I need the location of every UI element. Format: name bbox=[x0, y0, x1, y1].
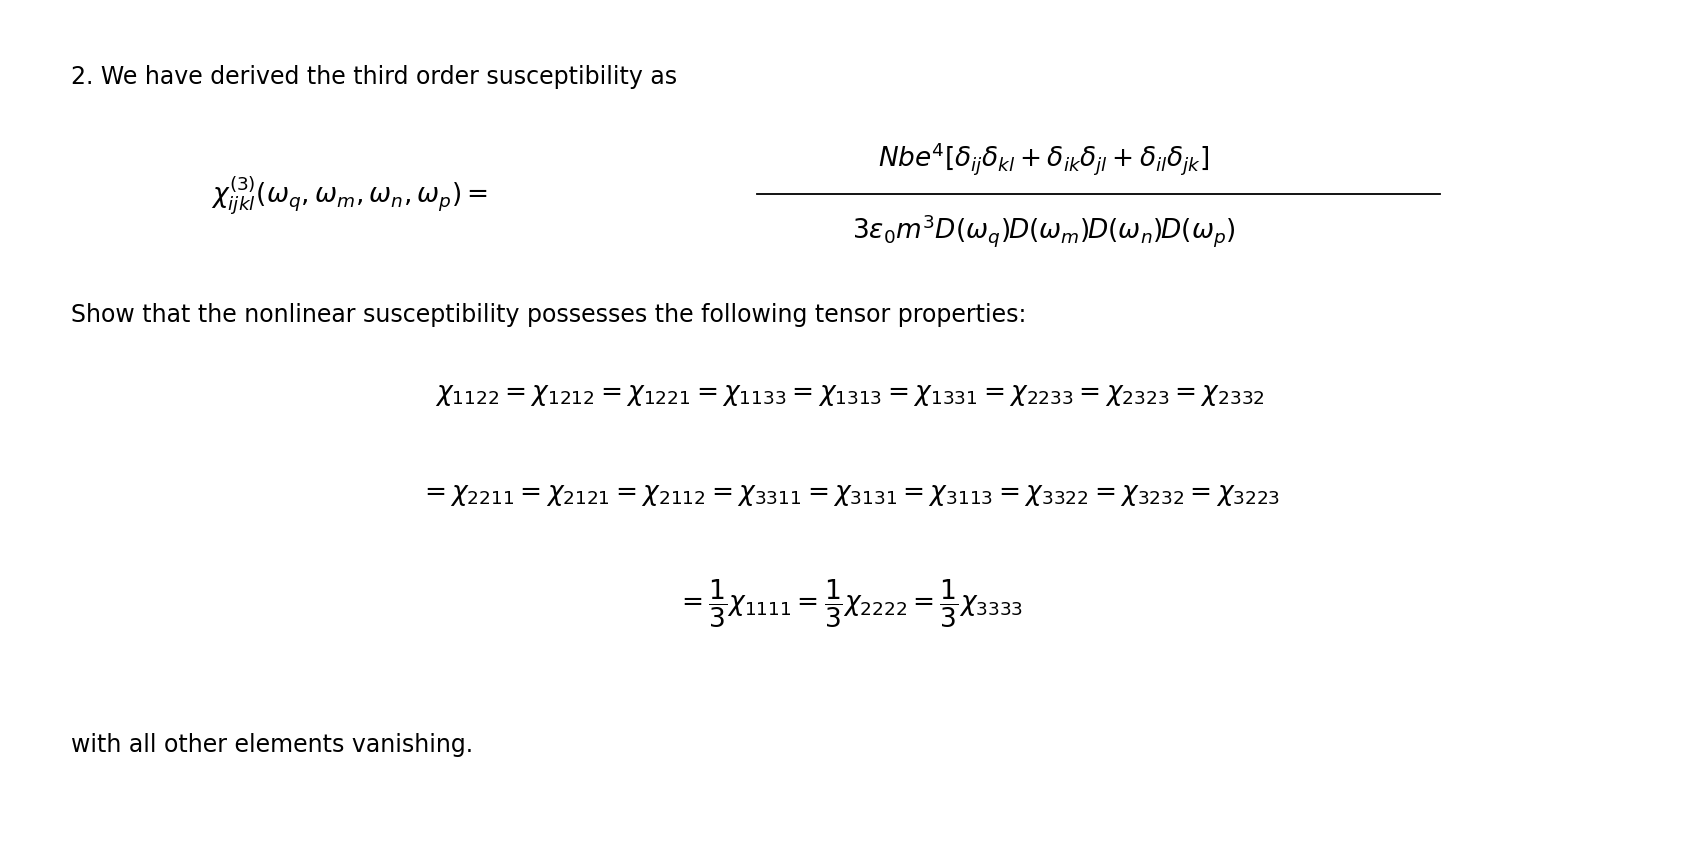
Text: with all other elements vanishing.: with all other elements vanishing. bbox=[71, 734, 473, 757]
Text: $\chi_{1122} = \chi_{1212} = \chi_{1221} = \chi_{1133} = \chi_{1313} = \chi_{133: $\chi_{1122} = \chi_{1212} = \chi_{1221}… bbox=[435, 382, 1265, 408]
Text: $\chi^{(3)}_{ijkl}(\omega_q, \omega_m, \omega_n, \omega_p) =$: $\chi^{(3)}_{ijkl}(\omega_q, \omega_m, \… bbox=[211, 174, 488, 216]
Text: Show that the nonlinear susceptibility possesses the following tensor properties: Show that the nonlinear susceptibility p… bbox=[71, 303, 1027, 328]
Text: $3\varepsilon_0 m^3 D(\omega_q)D(\omega_m)D(\omega_n)D(\omega_p)$: $3\varepsilon_0 m^3 D(\omega_q)D(\omega_… bbox=[852, 212, 1236, 249]
Text: 2. We have derived the third order susceptibility as: 2. We have derived the third order susce… bbox=[71, 65, 677, 89]
Text: $Nbe^4[\delta_{ij}\delta_{kl} + \delta_{ik}\delta_{jl} + \delta_{il}\delta_{jk}]: $Nbe^4[\delta_{ij}\delta_{kl} + \delta_{… bbox=[879, 141, 1209, 177]
Text: $= \dfrac{1}{3}\chi_{1111} = \dfrac{1}{3}\chi_{2222} = \dfrac{1}{3}\chi_{3333}$: $= \dfrac{1}{3}\chi_{1111} = \dfrac{1}{3… bbox=[677, 578, 1023, 630]
Text: $= \chi_{2211} = \chi_{2121} = \chi_{2112} = \chi_{3311} = \chi_{3131} = \chi_{3: $= \chi_{2211} = \chi_{2121} = \chi_{211… bbox=[420, 482, 1280, 509]
